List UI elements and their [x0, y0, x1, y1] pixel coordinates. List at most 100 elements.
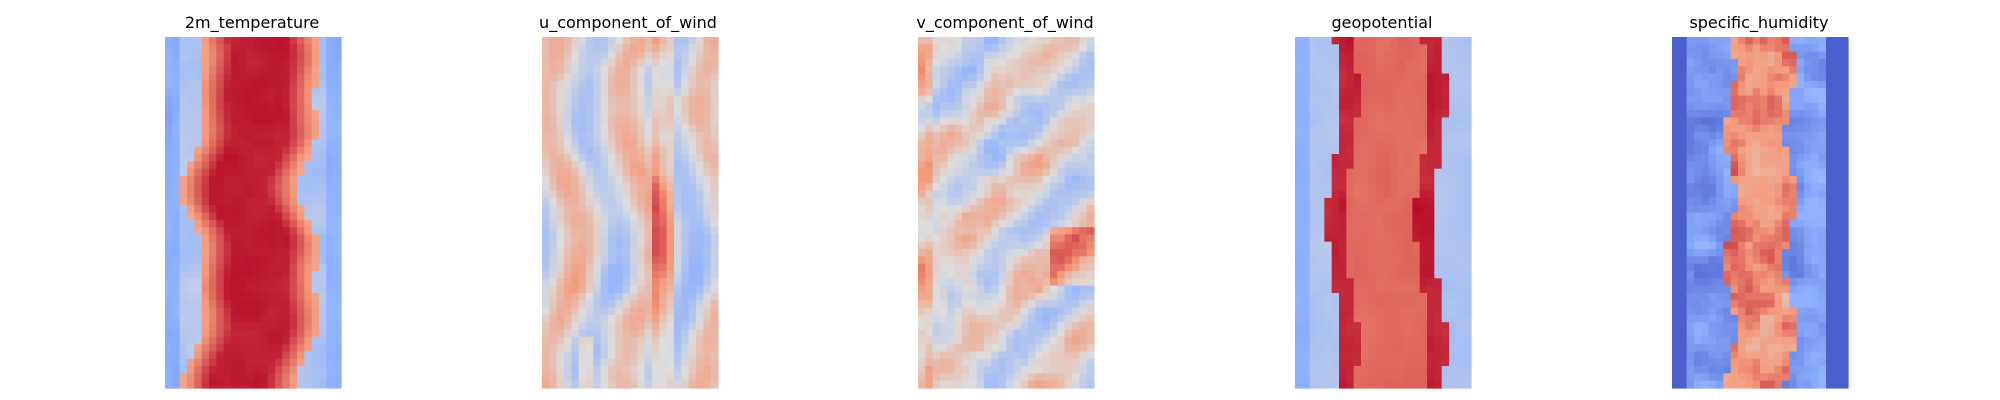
- heatmap-cell: [1042, 358, 1051, 367]
- heatmap-cell: [223, 241, 232, 250]
- heatmap-cell: [998, 322, 1007, 331]
- heatmap-cell: [984, 102, 992, 111]
- heatmap-cell: [260, 219, 269, 228]
- heatmap-cell: [231, 58, 239, 67]
- heatmap-cell: [1463, 80, 1472, 89]
- heatmap-cell: [1694, 37, 1702, 45]
- heatmap-cell: [1361, 183, 1369, 192]
- heatmap-cell: [1383, 58, 1391, 67]
- heatmap-cell: [688, 292, 697, 301]
- heatmap-cell: [571, 80, 580, 89]
- heatmap-cell: [1086, 300, 1095, 309]
- heatmap-cell: [1057, 183, 1066, 192]
- heatmap-cell: [1412, 154, 1421, 162]
- heatmap-cell: [319, 95, 327, 104]
- heatmap-cell: [216, 88, 225, 97]
- heatmap-cell: [1302, 373, 1311, 382]
- heatmap-cell: [1441, 322, 1450, 331]
- heatmap-cell: [674, 307, 682, 316]
- heatmap-cell: [969, 292, 978, 301]
- heatmap-cell: [1449, 278, 1457, 287]
- heatmap-cell: [260, 271, 269, 279]
- heatmap-cell: [1028, 366, 1036, 374]
- heatmap-cell: [172, 146, 181, 155]
- heatmap-cell: [998, 110, 1007, 119]
- heatmap-cell: [1028, 314, 1036, 323]
- heatmap-cell: [1317, 329, 1325, 338]
- heatmap-cell: [1020, 102, 1029, 111]
- heatmap-cell: [1686, 117, 1695, 126]
- heatmap-cell: [304, 73, 313, 82]
- heatmap-cell: [1006, 44, 1014, 53]
- heatmap-cell: [969, 271, 978, 279]
- heatmap-cell: [564, 366, 572, 374]
- heatmap-cell: [1441, 249, 1450, 257]
- heatmap-cell: [1390, 58, 1399, 67]
- heatmap-cell: [1368, 190, 1377, 199]
- heatmap-cell: [223, 190, 232, 199]
- heatmap-cell: [1368, 322, 1377, 331]
- heatmap-cell: [586, 190, 594, 199]
- heatmap-cell: [1013, 117, 1022, 126]
- heatmap-cell: [1767, 132, 1776, 140]
- heatmap-cell: [652, 278, 660, 287]
- heatmap-cell: [1694, 146, 1702, 155]
- heatmap-cell: [1353, 95, 1362, 104]
- heatmap-cell: [556, 66, 565, 75]
- heatmap-cell: [659, 373, 668, 382]
- heatmap-cell: [1361, 88, 1369, 97]
- heatmap-cell: [1324, 329, 1333, 338]
- heatmap-cell: [571, 95, 580, 104]
- heatmap-cell: [1324, 234, 1333, 243]
- heatmap-cell: [925, 314, 934, 323]
- heatmap-cell: [549, 161, 558, 170]
- heatmap-cell: [962, 241, 970, 250]
- heatmap-cell: [326, 117, 335, 126]
- heatmap-cell: [1331, 37, 1340, 45]
- heatmap-cell: [1456, 358, 1465, 367]
- heatmap-cell: [608, 227, 616, 236]
- heatmap-cell: [940, 329, 948, 338]
- heatmap-cell: [652, 117, 660, 126]
- heatmap-cell: [666, 212, 675, 221]
- heatmap-cell: [1405, 300, 1413, 309]
- heatmap-cell: [304, 300, 313, 309]
- heatmap-cell: [275, 197, 283, 206]
- heatmap-cell: [578, 37, 587, 45]
- heatmap-cell: [253, 344, 261, 353]
- heatmap-cell: [1006, 373, 1014, 382]
- heatmap-cell: [991, 154, 1000, 162]
- heatmap-cell: [984, 256, 992, 265]
- heatmap-cell: [1434, 175, 1443, 184]
- heatmap-cell: [1397, 278, 1406, 287]
- heatmap-cell: [1434, 307, 1443, 316]
- heatmap-cell: [586, 95, 594, 104]
- heatmap-cell: [238, 124, 247, 133]
- heatmap-cell: [1339, 271, 1347, 279]
- heatmap-cell: [333, 256, 342, 265]
- heatmap-cell: [1006, 271, 1014, 279]
- heatmap-cell: [1463, 139, 1472, 148]
- heatmap-cell: [1796, 37, 1805, 45]
- heatmap-cell: [179, 329, 188, 338]
- heatmap-cell: [333, 183, 342, 192]
- heatmap-cell: [696, 110, 704, 119]
- heatmap-cell: [998, 373, 1007, 382]
- heatmap-cell: [1057, 234, 1066, 243]
- heatmap-cell: [925, 227, 934, 236]
- heatmap-cell: [1833, 110, 1842, 119]
- heatmap-cell: [282, 154, 291, 162]
- heatmap-cell: [253, 234, 261, 243]
- heatmap-cell: [1331, 58, 1340, 67]
- heatmap-cell: [586, 336, 594, 345]
- heatmap-cell: [1730, 132, 1739, 140]
- heatmap-cell: [998, 190, 1007, 199]
- heatmap-cell: [1057, 314, 1066, 323]
- heatmap-cell: [1427, 322, 1435, 331]
- heatmap-cell: [1412, 344, 1421, 353]
- heatmap-cell: [1324, 292, 1333, 301]
- heatmap-cell: [1405, 285, 1413, 294]
- heatmap-cell: [311, 351, 320, 360]
- heatmap-cell: [1383, 168, 1391, 177]
- heatmap-cell: [1295, 95, 1303, 104]
